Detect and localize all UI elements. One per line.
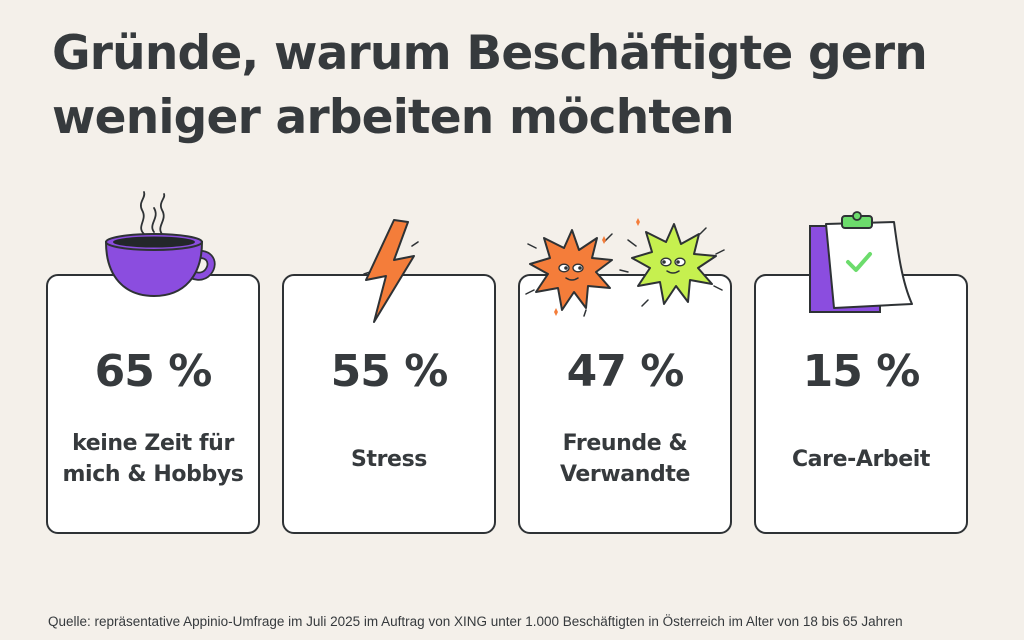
reason-label-line-1: Freunde & (562, 431, 688, 456)
page-title: Gründe, warum Beschäftigte gern weniger … (52, 22, 992, 150)
friends-stars-icon (525, 218, 725, 317)
card-no-time-for-hobbies: 65 % keine Zeit für mich & Hobbys (46, 274, 260, 534)
reason-label: Stress (290, 422, 488, 496)
reason-label-line-2: Verwandte (559, 462, 690, 487)
clipboard-check-icon (809, 211, 913, 313)
percent-value: 15 % (802, 346, 921, 397)
reason-label: keine Zeit für mich & Hobbys (54, 422, 252, 496)
coffee-cup-icon (104, 191, 216, 298)
reason-label: Care-Arbeit (762, 422, 960, 496)
reason-label: Freunde & Verwandte (526, 422, 724, 496)
reason-label-line-1: Stress (351, 446, 427, 472)
percent-value: 65 % (94, 346, 213, 397)
title-line-2: weniger arbeiten möchten (52, 90, 735, 145)
card-care-work: 15 % Care-Arbeit (754, 274, 968, 534)
card-friends-family: 47 % Freunde & Verwandte (518, 274, 732, 534)
reason-label-line-1: Care-Arbeit (791, 446, 931, 472)
lightning-bolt-icon (363, 219, 419, 323)
source-note: Quelle: repräsentative Appinio-Umfrage i… (48, 614, 903, 629)
card-stress: 55 % Stress (282, 274, 496, 534)
reason-label-line-2: mich & Hobbys (62, 462, 244, 487)
percent-value: 55 % (330, 346, 449, 397)
reason-label-line-1: keine Zeit für (72, 431, 234, 456)
title-line-1: Gründe, warum Beschäftigte gern (52, 26, 928, 81)
percent-value: 47 % (566, 346, 685, 397)
